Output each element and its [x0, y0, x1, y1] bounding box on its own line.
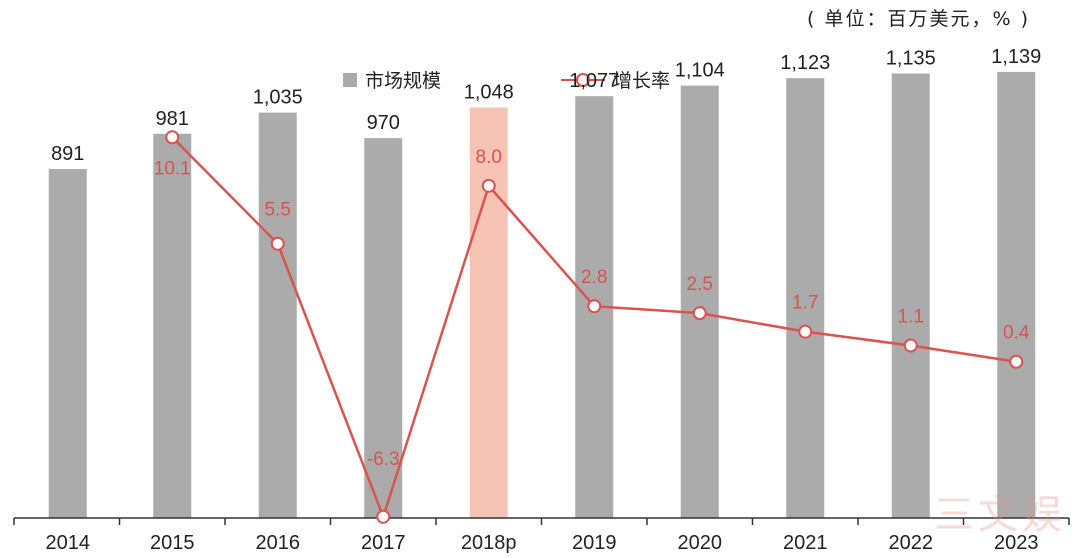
x-tick-label-2020: 2020	[678, 532, 723, 554]
bar-2022	[891, 73, 930, 518]
growth-point-2022	[903, 338, 918, 353]
bar-label-2022: 1,135	[886, 47, 936, 69]
bar-label-2017: 970	[367, 112, 400, 134]
bar-2017	[364, 138, 403, 519]
growth-label-2019: 2.8	[581, 267, 607, 288]
legend-label-growth-rate: 增长率	[613, 70, 671, 92]
bar-label-2015: 981	[156, 108, 189, 130]
x-tick-label-2021: 2021	[783, 532, 828, 554]
growth-label-2015: 10.1	[154, 158, 191, 179]
legend-line-swatch	[561, 72, 606, 87]
bar-label-2014: 891	[51, 143, 84, 165]
bar-label-2021: 1,123	[780, 52, 830, 74]
bar-2023	[997, 71, 1036, 519]
bar-2020	[680, 85, 719, 518]
growth-point-2019	[587, 299, 602, 314]
growth-label-2021: 1.7	[792, 293, 818, 314]
x-tick-label-2018p: 2018p	[461, 532, 517, 554]
growth-point-2016	[270, 236, 285, 251]
growth-point-2021	[798, 324, 813, 339]
x-tick-label-2014: 2014	[46, 532, 91, 554]
watermark: 三文娱	[934, 492, 1066, 538]
x-tick-label-2015: 2015	[150, 532, 195, 554]
growth-label-2023: 0.4	[1003, 323, 1030, 344]
growth-point-2020	[692, 306, 707, 321]
bar-2016	[258, 112, 297, 518]
growth-point-2023	[1009, 354, 1024, 369]
growth-point-2017	[376, 509, 391, 524]
x-tick-label-2023: 2023	[994, 532, 1039, 554]
bar-2015	[153, 133, 192, 518]
x-tick-label-2022: 2022	[889, 532, 934, 554]
bar-2021	[786, 78, 825, 519]
x-tick-label-2016: 2016	[256, 532, 301, 554]
bar-label-2020: 1,104	[675, 60, 725, 82]
legend-item-growth-rate: 增长率	[561, 66, 670, 93]
growth-point-2015	[165, 130, 180, 145]
legend-label-market-size: 市场规模	[365, 70, 442, 92]
legend: 市场规模 增长率	[343, 66, 670, 93]
legend-bar-swatch	[343, 72, 357, 87]
unit-label: ( 单位：百万美元，% )	[807, 8, 1030, 30]
legend-item-market-size: 市场规模	[343, 66, 441, 93]
bar-label-2023: 1,139	[991, 46, 1041, 68]
growth-label-2016: 5.5	[265, 200, 291, 221]
growth-label-2022: 1.1	[898, 307, 924, 328]
bar-label-2019: 1,077	[569, 70, 619, 92]
x-tick-label-2019: 2019	[572, 532, 617, 554]
x-tick-label-2017: 2017	[361, 532, 406, 554]
bar-label-2018p: 1,048	[464, 82, 514, 104]
bar-label-2016: 1,035	[253, 87, 303, 109]
growth-point-2018p	[481, 178, 496, 193]
bar-2018p	[469, 107, 508, 519]
growth-label-2020: 2.5	[687, 274, 713, 295]
bar-2014	[48, 169, 87, 518]
growth-label-2017: -6.3	[367, 449, 400, 470]
growth-label-2018p: 8.0	[476, 147, 502, 168]
